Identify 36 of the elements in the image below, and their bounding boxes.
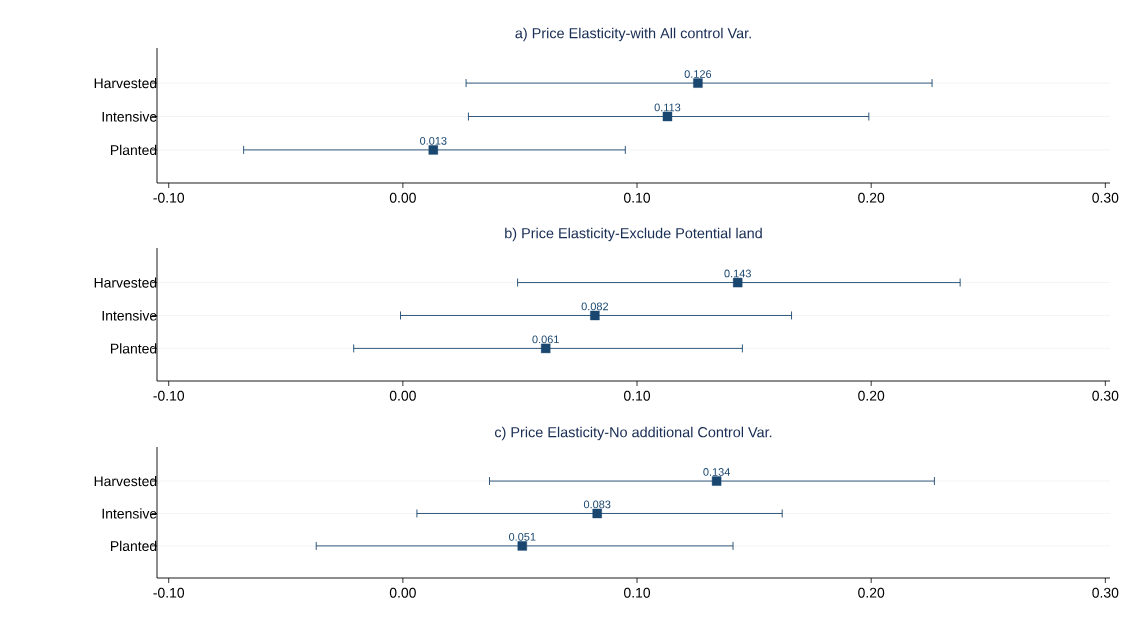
data-label: 0.126 <box>684 70 712 78</box>
data-label: 0.143 <box>724 269 751 278</box>
y-tick-label: Intensive <box>102 111 157 122</box>
x-tick-label: 0.00 <box>389 390 416 401</box>
y-tick-label: Planted <box>110 144 157 156</box>
data-label: 0.013 <box>420 136 447 145</box>
data-label: 0.051 <box>508 532 536 541</box>
data-label: 0.082 <box>581 302 609 311</box>
x-tick-label: 0.10 <box>623 192 651 203</box>
data-label: 0.113 <box>654 103 681 112</box>
x-tick-label: 0.20 <box>858 390 885 401</box>
x-tick-label: 0.30 <box>1092 192 1119 203</box>
x-tick-label: 0.00 <box>389 587 416 598</box>
x-tick-label: -0.10 <box>153 390 185 401</box>
x-tick-label: 0.20 <box>858 192 885 203</box>
y-tick-label: Intensive <box>102 508 157 519</box>
x-tick-label: 0.10 <box>623 390 651 401</box>
data-label: 0.134 <box>703 468 731 476</box>
chart-title: a) Price Elasticity-with All control Var. <box>515 27 751 42</box>
y-tick-label: Intensive <box>102 310 157 321</box>
x-tick-label: 0.20 <box>858 587 885 598</box>
chart-title: c) Price Elasticity-No additional Control Var. <box>494 426 772 441</box>
data-label: 0.083 <box>583 500 611 509</box>
x-tick-label: 0.30 <box>1092 587 1119 598</box>
y-tick-label: Harvested <box>94 77 157 89</box>
x-tick-label: 0.00 <box>389 192 416 203</box>
x-tick-label: -0.10 <box>153 587 185 598</box>
x-tick-label: 0.10 <box>623 587 651 598</box>
data-label: 0.061 <box>532 335 559 344</box>
x-tick-label: -0.10 <box>153 192 185 203</box>
y-tick-label: Harvested <box>94 277 157 288</box>
y-tick-label: Harvested <box>94 475 157 487</box>
x-tick-label: 0.30 <box>1092 390 1119 401</box>
chart-title: b) Price Elasticity-Exclude Potential land <box>505 227 762 242</box>
y-tick-label: Planted <box>110 540 157 552</box>
y-tick-label: Planted <box>110 343 157 354</box>
